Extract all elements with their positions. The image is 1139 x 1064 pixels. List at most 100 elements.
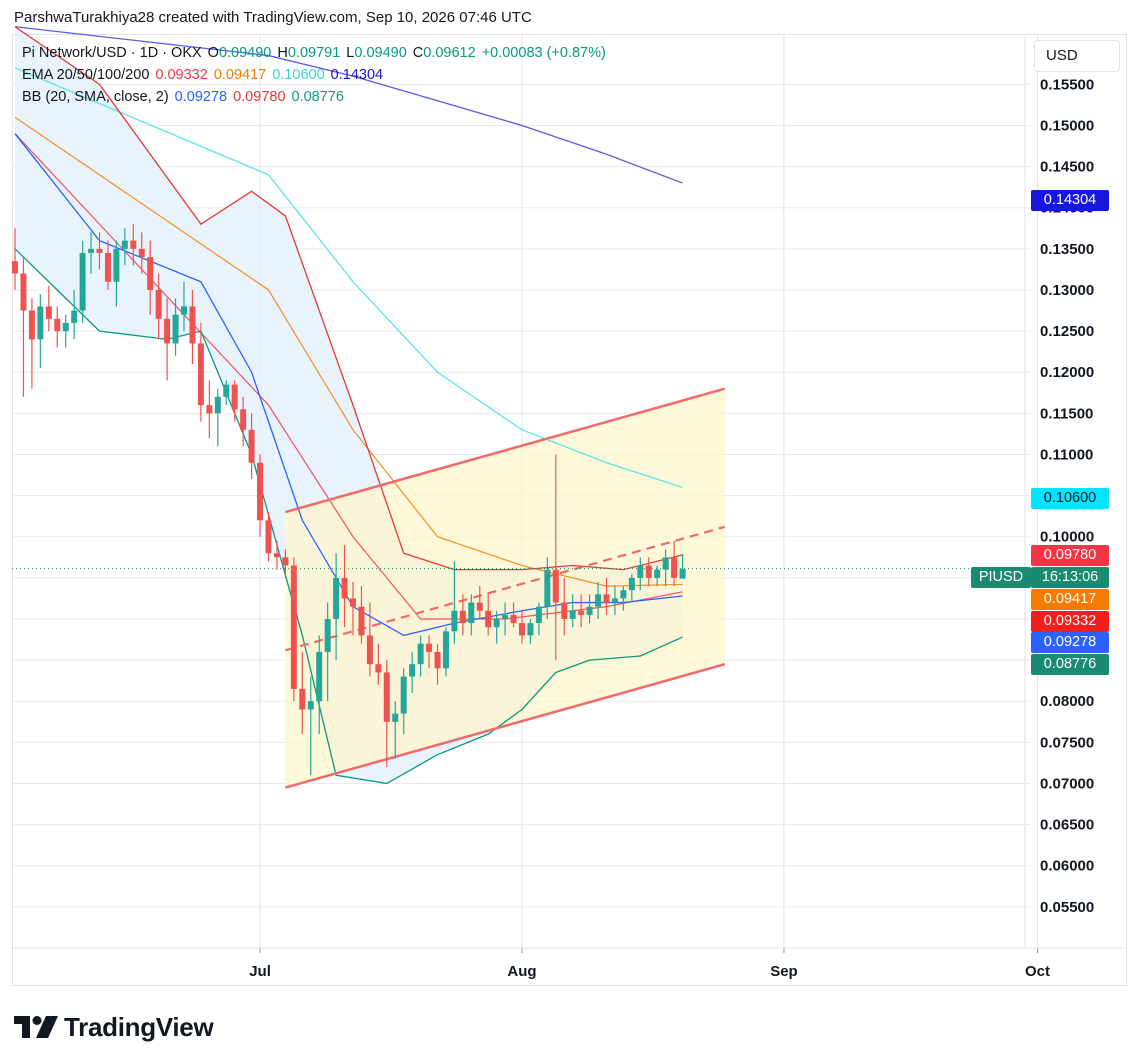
candle-body: [409, 664, 416, 677]
x-tick-label: Sep: [770, 963, 798, 980]
price-tag-ema50: 0.09417: [1031, 589, 1109, 610]
legend-bb-lower: 0.08776: [291, 89, 344, 105]
legend-h-label: H: [277, 45, 288, 61]
candle-body: [197, 343, 204, 406]
legend-o-label: O: [207, 45, 219, 61]
currency-selector[interactable]: USD: [1034, 40, 1120, 72]
candle-body: [392, 713, 399, 722]
candle-body: [527, 623, 534, 636]
price-tag-ema20: 0.09332: [1031, 611, 1109, 632]
candle-body: [12, 261, 18, 274]
candle-body: [248, 429, 255, 463]
channel-upper-line: [285, 387, 726, 514]
y-tick-label: 0.05500: [1040, 899, 1094, 916]
candle-body: [164, 318, 171, 344]
tradingview-logo-text: TradingView: [64, 1011, 214, 1042]
ema200-line: [14, 26, 683, 184]
candle-body: [172, 314, 179, 344]
candle-body: [476, 602, 483, 611]
candle-body: [147, 257, 154, 290]
tradingview-logo[interactable]: TradingView: [14, 1010, 214, 1044]
candle-body: [265, 520, 272, 554]
candle-body: [671, 557, 678, 578]
candle-body: [307, 701, 314, 710]
candle-body: [561, 602, 568, 619]
candle-body: [417, 643, 424, 665]
y-tick-label: 0.08000: [1040, 693, 1094, 710]
candle-body: [240, 409, 247, 430]
candle-body: [282, 557, 289, 566]
candle-body: [383, 672, 390, 722]
candle-body: [569, 610, 576, 619]
price-tag-bb-upper: 0.09780: [1031, 545, 1109, 566]
candle-body: [96, 248, 103, 253]
candle-body: [426, 643, 433, 652]
legend-change: +0.00083 (+0.87%): [481, 45, 606, 61]
legend-ema50: 0.09417: [213, 67, 267, 83]
candle-body: [54, 318, 61, 332]
price-tag-countdown: 16:13:06: [1031, 567, 1109, 588]
candle-body: [586, 606, 593, 615]
x-tick-label: Oct: [1025, 963, 1050, 980]
candle-body: [552, 569, 559, 603]
legend-low: 0.09490: [354, 45, 407, 61]
tradingview-logo-icon: [14, 1016, 58, 1038]
candle-body: [257, 462, 264, 521]
candle-body: [603, 594, 610, 603]
legend-bb-basis: 0.09278: [174, 89, 228, 105]
candle-body: [595, 594, 602, 607]
candle-body: [637, 565, 644, 578]
candle-body: [71, 310, 78, 323]
legend-open: 0.09490: [218, 45, 272, 61]
candle-body: [181, 306, 187, 315]
legend-ema: EMA 20/50/100/200 0.09332 0.09417 0.10600 0.…: [22, 67, 389, 83]
candle-body: [662, 557, 669, 570]
y-tick-label: 0.15000: [1040, 117, 1094, 134]
candle-body: [113, 248, 120, 282]
x-tick-label: Aug: [507, 963, 536, 980]
candle-body: [290, 565, 297, 689]
candle-body: [130, 240, 137, 249]
candle-body: [104, 252, 111, 282]
y-tick-label: 0.07000: [1040, 775, 1094, 792]
y-tick-label: 0.13000: [1040, 282, 1094, 299]
candle-body: [578, 610, 585, 615]
candle-body: [223, 384, 230, 397]
legend-l-label: L: [346, 45, 355, 61]
candle-body: [350, 598, 356, 607]
candle-body: [535, 606, 542, 624]
candle-body: [679, 568, 686, 579]
chart-frame[interactable]: [12, 34, 1127, 986]
legend-close: 0.09612: [423, 45, 476, 61]
price-tag-ema200: 0.14304: [1031, 190, 1109, 211]
channel-lower-line: [285, 663, 726, 789]
candle-body: [79, 252, 86, 311]
candle-body: [88, 248, 95, 253]
candle-body: [366, 635, 373, 665]
y-tick-label: 0.07500: [1040, 734, 1094, 751]
candle-body: [358, 606, 365, 636]
chart-caption: ParshwaTurakhiya28 created with TradingV…: [14, 9, 532, 26]
candle-body: [28, 310, 35, 340]
candle-body: [341, 577, 348, 599]
y-tick-label: 0.06500: [1040, 817, 1094, 834]
candle-body: [45, 306, 52, 319]
candle-body: [189, 306, 196, 344]
y-tick-label: 0.06000: [1040, 858, 1094, 875]
candle-body: [654, 569, 661, 578]
legend-ema20: 0.09332: [155, 67, 208, 83]
candle-body: [231, 384, 238, 410]
candle-body: [620, 590, 627, 599]
candle-body: [214, 396, 221, 414]
y-tick-label: 0.12500: [1040, 323, 1094, 340]
y-tick-label: 0.11500: [1040, 405, 1093, 422]
candle-body: [459, 610, 466, 624]
y-tick-label: 0.11000: [1040, 446, 1093, 463]
price-tag-ema100: 0.10600: [1031, 488, 1109, 509]
candle-body: [121, 240, 128, 249]
candle-body: [37, 306, 44, 340]
candle-body: [138, 248, 145, 258]
candle-body: [316, 651, 323, 702]
candle-body: [611, 598, 618, 603]
